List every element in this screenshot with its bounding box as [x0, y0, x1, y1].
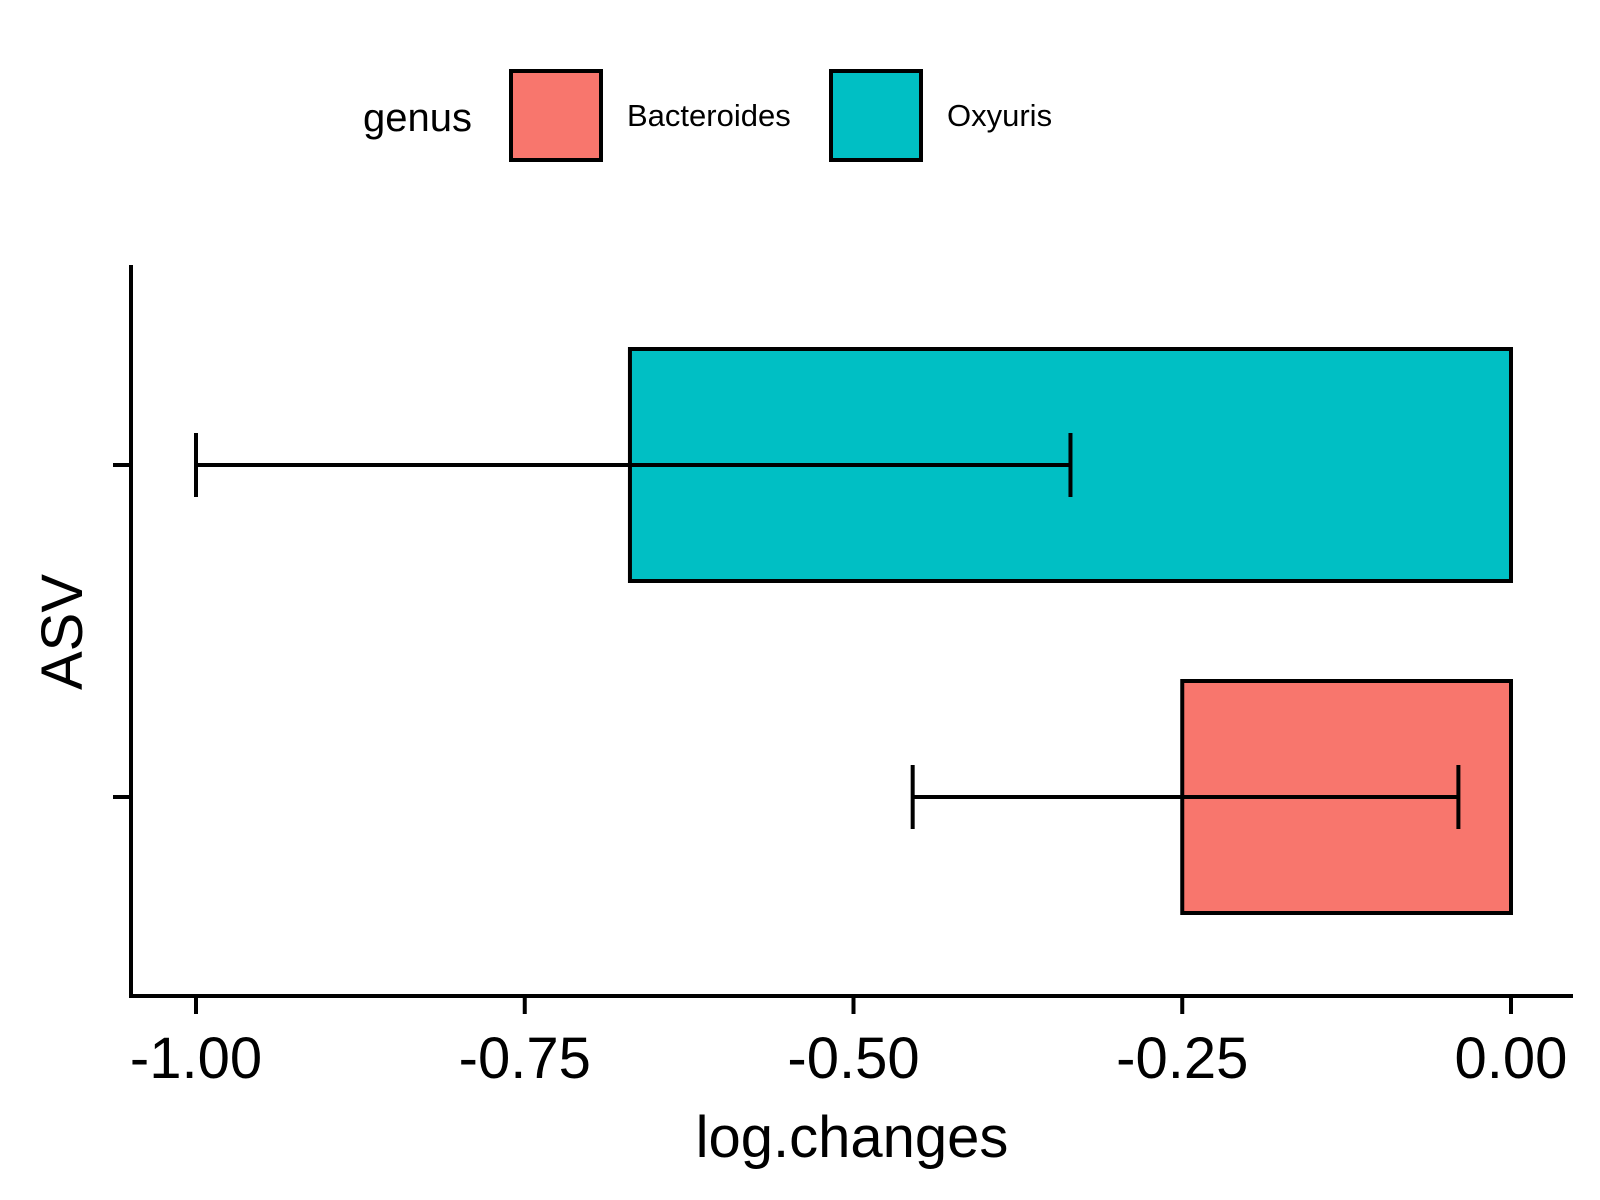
legend: genus Bacteroides Oxyuris [363, 69, 1052, 162]
error-bar-oxyuris [194, 433, 1073, 497]
legend-key [829, 69, 923, 162]
legend-key [509, 69, 603, 162]
x-tick-label: 0.00 [1455, 1026, 1568, 1091]
legend-item-oxyuris: Oxyuris [829, 69, 1052, 162]
x-ticks: -1.00 -0.75 -0.50 -0.25 0.00 [130, 996, 1568, 1091]
legend-label: Oxyuris [947, 98, 1052, 133]
plot-area: -1.00 -0.75 -0.50 -0.25 0.00 [113, 265, 1573, 1091]
x-tick-label: -0.50 [787, 1026, 919, 1091]
legend-item-bacteroides: Bacteroides [509, 69, 791, 162]
legend-entries: Bacteroides Oxyuris [509, 69, 1052, 162]
x-tick-label: -0.75 [459, 1026, 591, 1091]
legend-title: genus [363, 96, 472, 140]
x-tick-label: -1.00 [130, 1026, 262, 1091]
error-bar-bacteroides [910, 765, 1461, 829]
y-axis-label: ASV [30, 574, 95, 690]
legend-label: Bacteroides [627, 98, 791, 133]
x-tick-label: -0.25 [1116, 1026, 1248, 1091]
y-ticks [113, 463, 131, 799]
error-bars [194, 433, 1461, 829]
x-axis-label: log.changes [696, 1105, 1009, 1170]
